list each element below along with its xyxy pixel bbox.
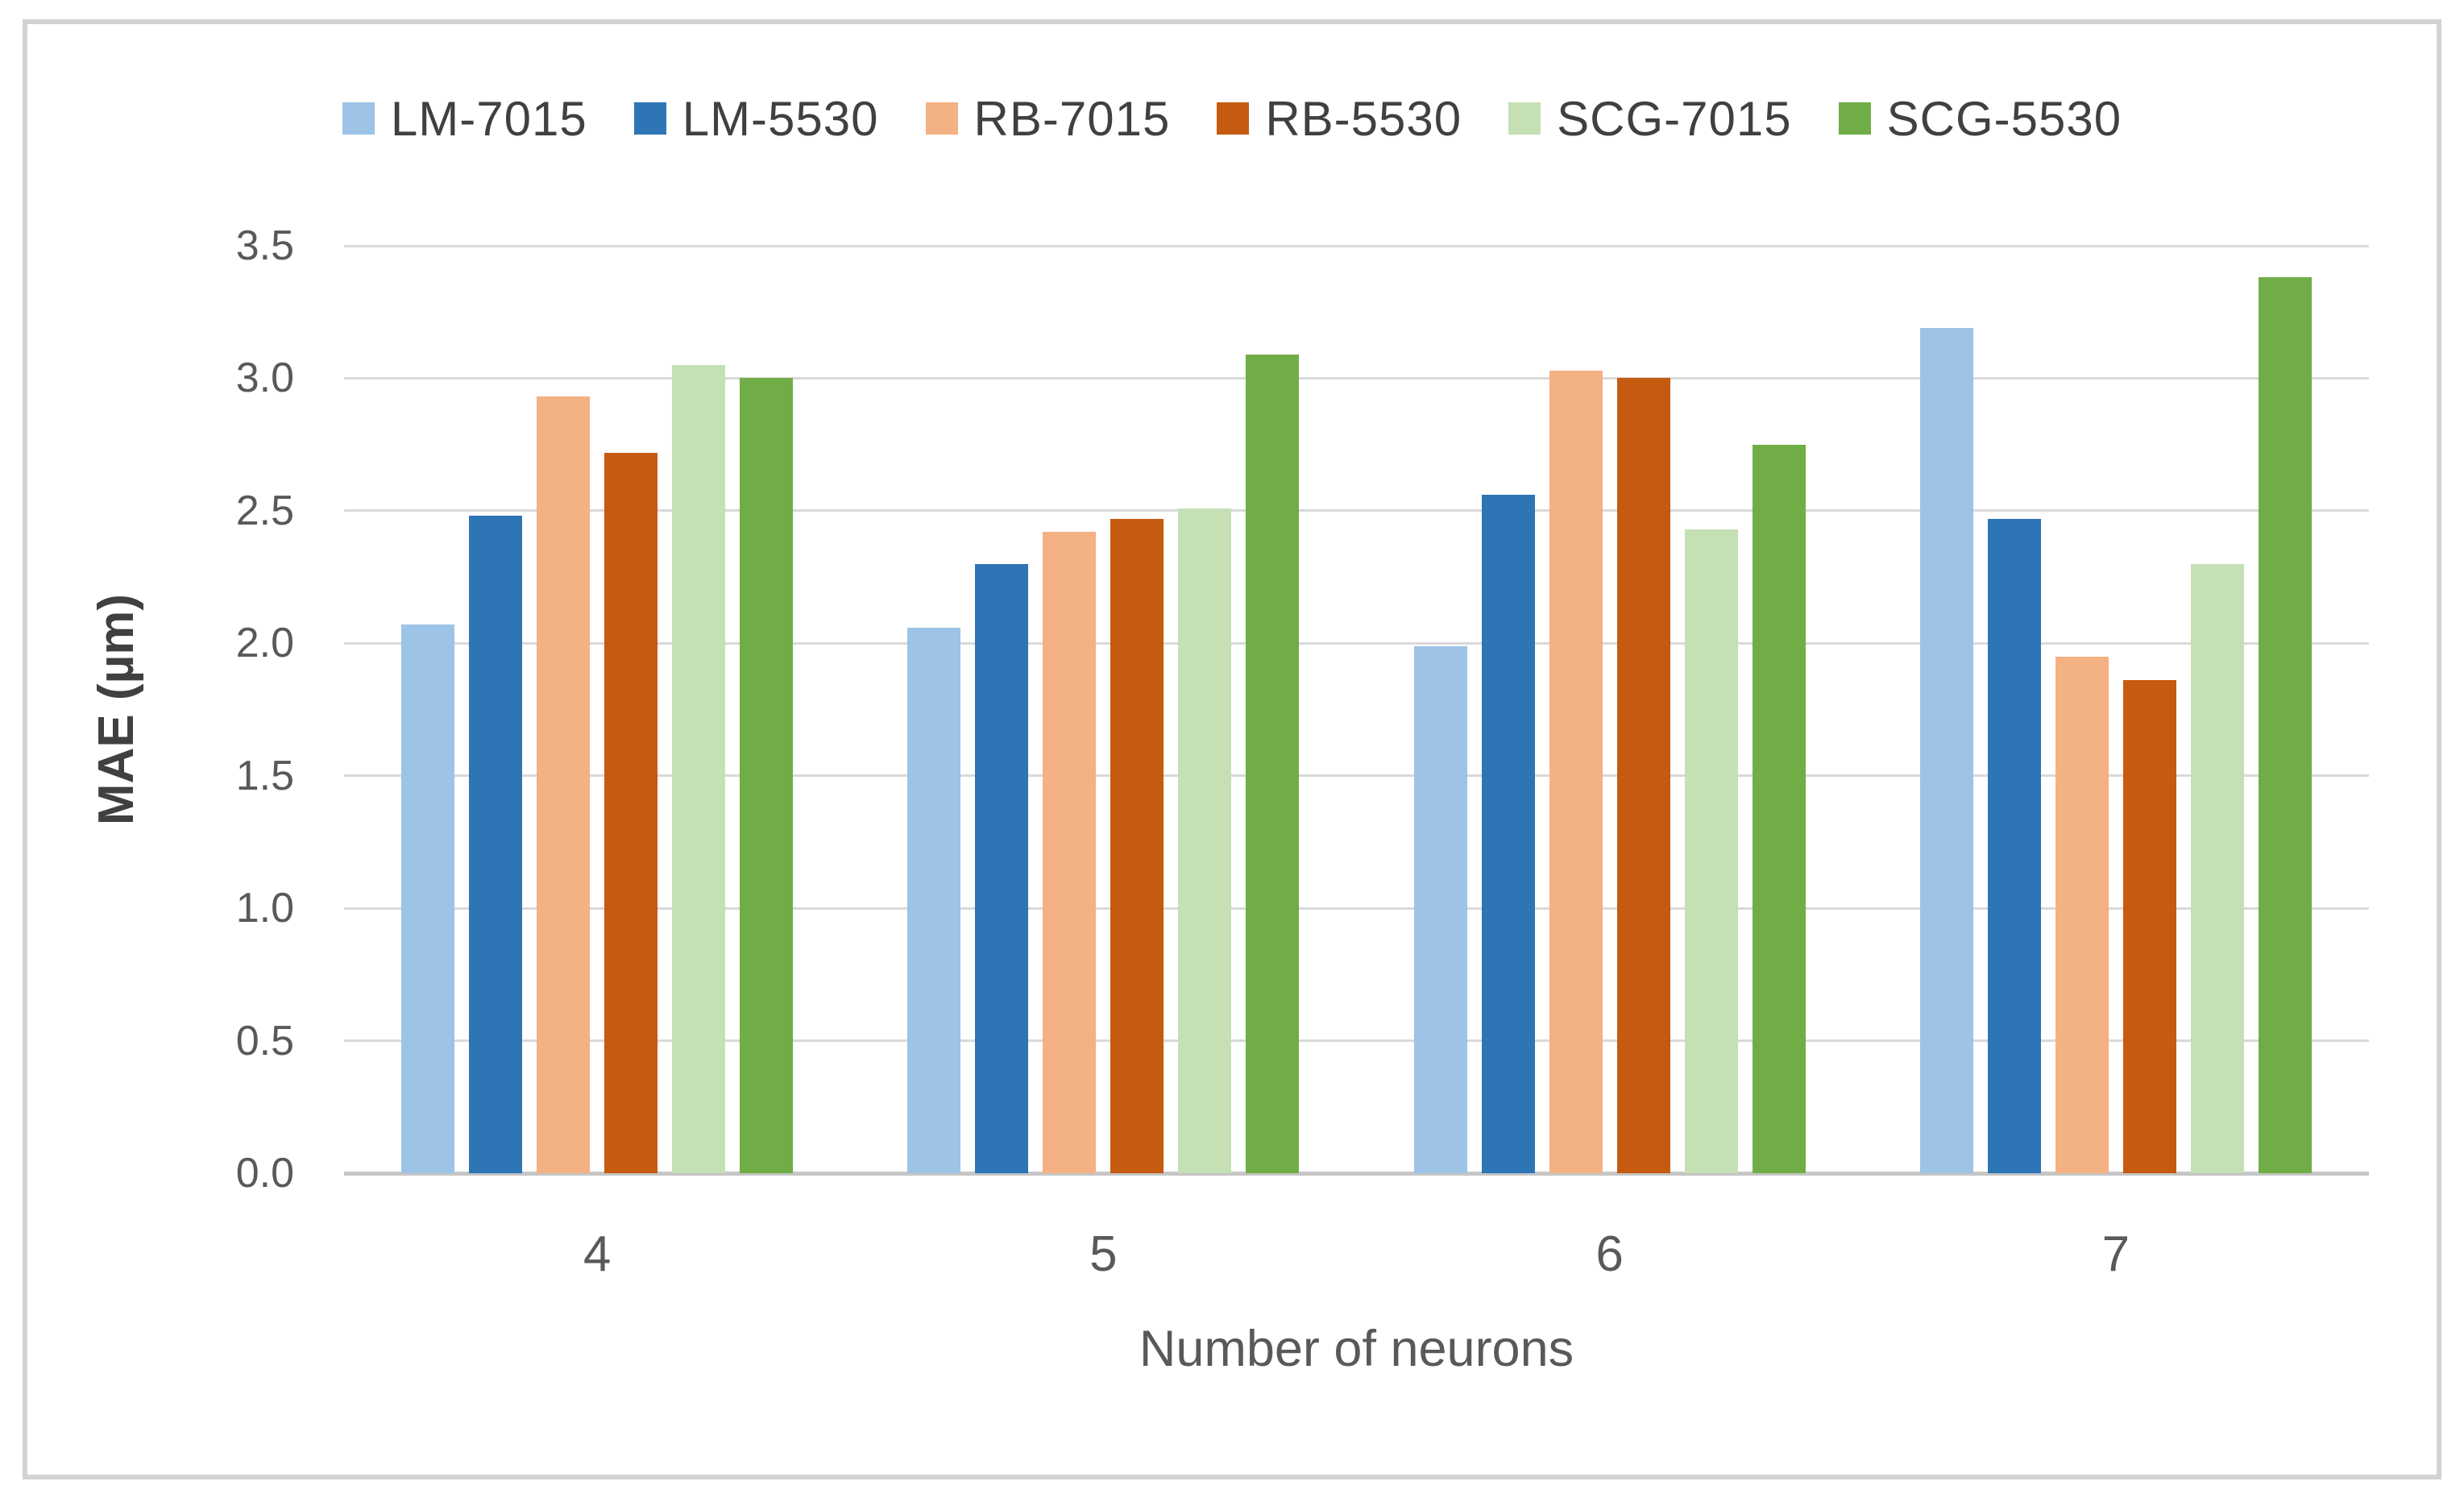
bar-LM-7015-x6 — [1413, 645, 1467, 1173]
legend-swatch-icon — [342, 102, 375, 135]
bar-group-5 — [850, 246, 1356, 1173]
legend-swatch-icon — [633, 102, 666, 135]
bar-SCG-7015-x4 — [672, 365, 726, 1173]
bar-LM-7015-x5 — [907, 627, 961, 1173]
y-gridline — [344, 376, 2369, 380]
legend-label: LM-5530 — [682, 91, 879, 146]
y-gridline — [344, 641, 2369, 645]
legend-label: SCG-7015 — [1557, 91, 1792, 146]
bar-SCG-7015-x6 — [1684, 529, 1738, 1173]
legend-label: LM-7015 — [390, 91, 587, 146]
x-axis-title: Number of neurons — [1139, 1321, 1574, 1377]
y-axis-tick-label: 3.0 — [235, 355, 294, 402]
legend-item-LM-7015: LM-7015 — [342, 91, 587, 147]
legend-label: SCG-5530 — [1886, 91, 2122, 146]
bar-RB-5530-x7 — [2122, 680, 2176, 1173]
bar-group-4 — [344, 246, 850, 1173]
y-axis-tick-label: 2.0 — [235, 620, 294, 667]
bar-LM-7015-x4 — [401, 624, 455, 1173]
y-axis-tick-label: 1.5 — [235, 752, 294, 799]
bar-SCG-5530-x4 — [740, 378, 794, 1173]
bar-LM-5530-x7 — [1987, 518, 2041, 1173]
y-gridline — [344, 509, 2369, 512]
bar-LM-7015-x7 — [1919, 327, 1973, 1173]
bar-RB-5530-x5 — [1110, 518, 1164, 1173]
bar-LM-5530-x4 — [469, 516, 523, 1173]
y-axis-tick-label: 1.0 — [235, 885, 294, 932]
legend-label: RB-7015 — [973, 91, 1171, 146]
bar-group-6 — [1357, 246, 1863, 1173]
legend: LM-7015 LM-5530 RB-7015 RB-5530 SCG-7015 SCG-… — [49, 74, 2415, 163]
bar-group-7 — [1863, 246, 2369, 1173]
legend-swatch-icon — [1508, 102, 1541, 135]
bar-SCG-5530-x5 — [1246, 354, 1300, 1173]
y-axis-tick-label: 3.5 — [235, 222, 294, 269]
bar-LM-5530-x6 — [1481, 495, 1535, 1173]
y-axis-tick-label: 0.0 — [235, 1150, 294, 1197]
y-gridline — [344, 1039, 2369, 1043]
bar-RB-7015-x4 — [537, 396, 591, 1173]
legend-item-SCG-7015: SCG-7015 — [1508, 91, 1791, 147]
legend-label: RB-5530 — [1265, 91, 1462, 146]
bar-SCG-5530-x7 — [2258, 277, 2312, 1173]
legend-swatch-icon — [1838, 102, 1871, 135]
bar-SCG-7015-x7 — [2190, 563, 2244, 1173]
plot-area — [344, 244, 2369, 1176]
x-axis-tick-label: 5 — [1089, 1226, 1118, 1282]
bar-RB-5530-x4 — [604, 452, 658, 1173]
x-axis-line — [344, 1171, 2369, 1176]
legend-swatch-icon — [1217, 102, 1250, 135]
bar-RB-5530-x6 — [1616, 378, 1670, 1173]
bar-SCG-5530-x6 — [1752, 444, 1806, 1173]
bar-RB-7015-x5 — [1043, 532, 1097, 1173]
bar-LM-5530-x5 — [975, 563, 1029, 1173]
y-axis-tick-label: 2.5 — [235, 487, 294, 534]
y-gridline — [344, 244, 2369, 247]
legend-item-RB-7015: RB-7015 — [925, 91, 1171, 147]
bar-SCG-7015-x5 — [1178, 508, 1232, 1173]
legend-item-SCG-5530: SCG-5530 — [1838, 91, 2122, 147]
y-gridline — [344, 774, 2369, 778]
y-axis-tick-label: 0.5 — [235, 1017, 294, 1064]
x-axis-tick-label: 7 — [2101, 1226, 2130, 1282]
x-axis-tick-label: 6 — [1595, 1226, 1624, 1282]
legend-swatch-icon — [925, 102, 958, 135]
bar-RB-7015-x7 — [2055, 656, 2109, 1173]
x-axis-tick-label: 4 — [583, 1226, 612, 1282]
y-gridline — [344, 907, 2369, 910]
legend-item-RB-5530: RB-5530 — [1217, 91, 1462, 147]
bar-RB-7015-x6 — [1549, 370, 1603, 1173]
legend-item-LM-5530: LM-5530 — [633, 91, 879, 147]
